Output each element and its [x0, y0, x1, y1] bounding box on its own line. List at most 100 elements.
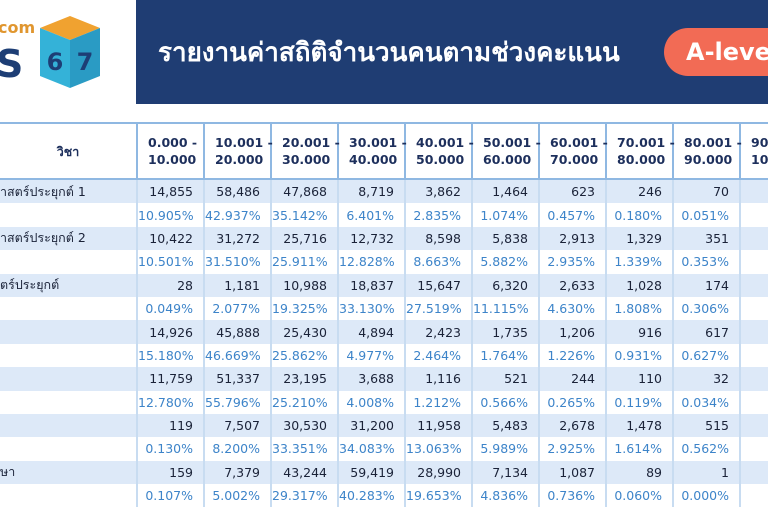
percent-cell: 0.180%	[606, 203, 674, 227]
count-cell: 351	[673, 226, 741, 251]
count-cell: 3,688	[338, 367, 406, 391]
count-cell: 59,419	[338, 460, 406, 485]
percent-cell: 10.905%	[137, 203, 205, 227]
count-cell: 1,116	[405, 367, 473, 391]
count-cell: 47,868	[271, 179, 339, 204]
range-start: 0.000 -	[148, 135, 198, 150]
percent-cell: 8.200%	[204, 437, 272, 461]
count-cell: 31,272	[204, 226, 272, 251]
percent-cell: 2.935%	[539, 250, 607, 274]
percent-cell: 8.663%	[405, 250, 473, 274]
count-cell: 1,028	[606, 273, 674, 297]
subject-cell: ษา	[0, 460, 138, 485]
percent-cell: 25.210%	[271, 390, 339, 414]
range-start: 90.0	[751, 135, 768, 150]
count-cell: 32	[673, 367, 741, 391]
count-cell	[740, 226, 768, 251]
percent-cell: 25.862%	[271, 343, 339, 368]
logo-s-letter: S	[0, 42, 24, 86]
subject-cell	[0, 343, 138, 368]
count-cell	[740, 367, 768, 391]
count-cell: 1,464	[472, 179, 540, 204]
score-range-header: 0.000 - 10.000	[137, 122, 205, 180]
count-cell: 1,735	[472, 320, 540, 344]
percent-cell: 0.119%	[606, 390, 674, 414]
percent-cell: 0.265%	[539, 390, 607, 414]
percent-cell: 1.212%	[405, 390, 473, 414]
count-cell: 2,423	[405, 320, 473, 344]
count-row: 11,759 51,337 23,195 3,688 1,116 521 244 110 32	[0, 367, 768, 391]
count-cell: 246	[606, 179, 674, 204]
percent-cell: 0.0	[740, 437, 768, 461]
subject-cell	[0, 390, 138, 414]
count-cell: 8,598	[405, 226, 473, 251]
count-cell: 244	[539, 367, 607, 391]
range-start: 40.001 -	[416, 135, 474, 150]
count-cell: 23,195	[271, 367, 339, 391]
logo-digit-seven: 7	[77, 48, 94, 76]
count-cell: 11,958	[405, 413, 473, 438]
percent-cell: 1.226%	[539, 343, 607, 368]
range-end: 50.000	[416, 152, 465, 167]
count-cell: 1,087	[539, 460, 607, 485]
percent-cell: 0.562%	[673, 437, 741, 461]
percent-cell: 0.0	[740, 484, 768, 508]
score-range-header: 50.001 - 60.000	[472, 122, 541, 180]
logo-area: com S 6 7	[0, 0, 136, 104]
score-range-header: 10.001 - 20.000	[204, 122, 273, 180]
logo-com-text: com	[0, 18, 36, 37]
count-cell: 28	[137, 273, 205, 297]
percent-cell: 0.736%	[539, 484, 607, 508]
count-row: 119 7,507 30,530 31,200 11,958 5,483 2,678 1,47…	[0, 413, 768, 438]
percent-row: 0.130% 8.200% 33.351% 34.083% 13.063% 5.989% 2…	[0, 437, 768, 461]
range-start: 80.001 -	[684, 135, 742, 150]
count-cell: 1,478	[606, 413, 674, 438]
subject-cell	[0, 367, 138, 391]
score-table-container: วิชา 0.000 - 10.000 10.001 - 20.000 20.001 -…	[0, 122, 768, 512]
percent-cell: 35.142%	[271, 203, 339, 227]
count-cell: 119	[137, 413, 205, 438]
percent-cell: 11.115%	[472, 296, 540, 321]
count-cell: 159	[137, 460, 205, 485]
count-cell	[740, 460, 768, 485]
percent-cell: 12.828%	[338, 250, 406, 274]
count-cell: 25,716	[271, 226, 339, 251]
count-cell	[740, 273, 768, 297]
percent-cell: 0.0	[740, 296, 768, 321]
count-row: าสตร์ประยุกต์ 1 14,855 58,486 47,868 8,719 3,…	[0, 179, 768, 204]
percent-cell: 55.796%	[204, 390, 272, 414]
range-start: 60.001 -	[550, 135, 608, 150]
subject-cell	[0, 203, 138, 227]
count-cell: 623	[539, 179, 607, 204]
count-cell: 25,430	[271, 320, 339, 344]
percent-cell: 19.325%	[271, 296, 339, 321]
percent-row: 12.780% 55.796% 25.210% 4.008% 1.212% 0.566% 0…	[0, 390, 768, 414]
count-cell: 7,379	[204, 460, 272, 485]
count-row: าสตร์ประยุกต์ 2 10,422 31,272 25,716 12,732 8…	[0, 226, 768, 251]
count-row: 14,926 45,888 25,430 4,894 2,423 1,735 1,206 91…	[0, 320, 768, 344]
count-cell: 1,181	[204, 273, 272, 297]
count-cell: 1,206	[539, 320, 607, 344]
count-cell: 7,134	[472, 460, 540, 485]
percent-cell: 0.060%	[606, 484, 674, 508]
score-distribution-table: วิชา 0.000 - 10.000 10.001 - 20.000 20.001 -…	[0, 122, 768, 508]
score-range-header: 40.001 - 50.000	[405, 122, 474, 180]
count-cell: 916	[606, 320, 674, 344]
percent-cell: 10.501%	[137, 250, 205, 274]
count-cell: 70	[673, 179, 741, 204]
percent-row: 0.049% 2.077% 19.325% 33.130% 27.519% 11.115%…	[0, 296, 768, 321]
subject-cell	[0, 320, 138, 344]
percent-cell: 0.0	[740, 390, 768, 414]
header-banner: รายงานค่าสถิติจำนวนคนตามช่วงคะแนน A-leve…	[136, 0, 768, 104]
range-start: 70.001 -	[617, 135, 675, 150]
range-end: 100	[751, 152, 768, 167]
count-cell: 15,647	[405, 273, 473, 297]
percent-cell: 2.835%	[405, 203, 473, 227]
score-range-header: 20.001 - 30.000	[271, 122, 340, 180]
range-start: 20.001 -	[282, 135, 340, 150]
percent-cell: 4.977%	[338, 343, 406, 368]
logo-digit-six: 6	[47, 48, 64, 76]
range-end: 30.000	[282, 152, 331, 167]
subject-cell	[0, 250, 138, 274]
count-cell: 1,329	[606, 226, 674, 251]
